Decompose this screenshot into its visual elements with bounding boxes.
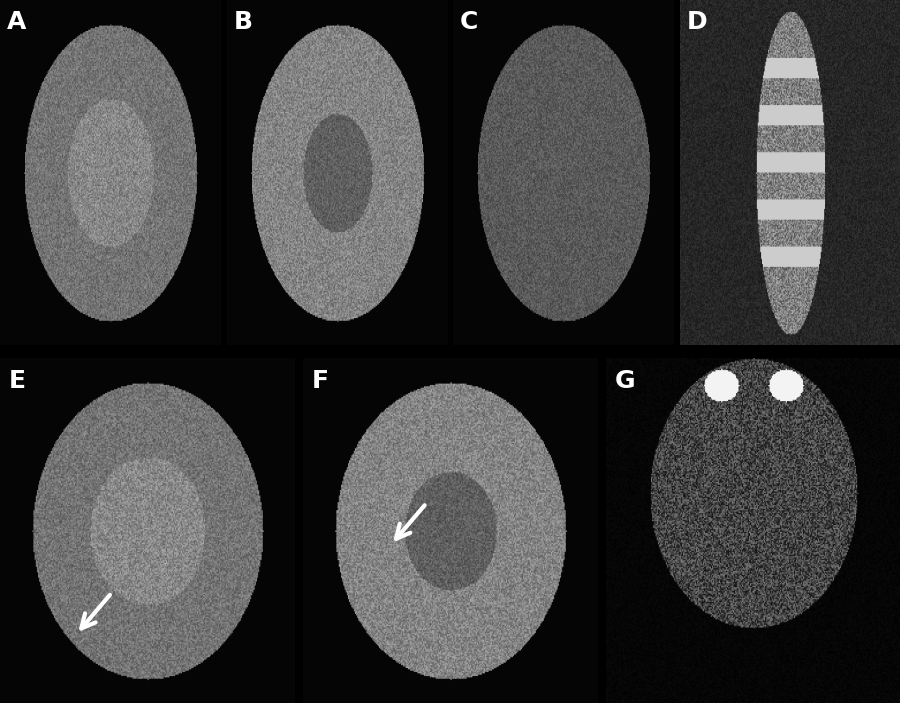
Text: F: F bbox=[311, 369, 328, 393]
Text: C: C bbox=[460, 11, 478, 34]
Text: D: D bbox=[687, 11, 707, 34]
Text: E: E bbox=[9, 369, 26, 393]
Text: B: B bbox=[233, 11, 252, 34]
Text: G: G bbox=[615, 369, 635, 393]
Text: A: A bbox=[6, 11, 26, 34]
